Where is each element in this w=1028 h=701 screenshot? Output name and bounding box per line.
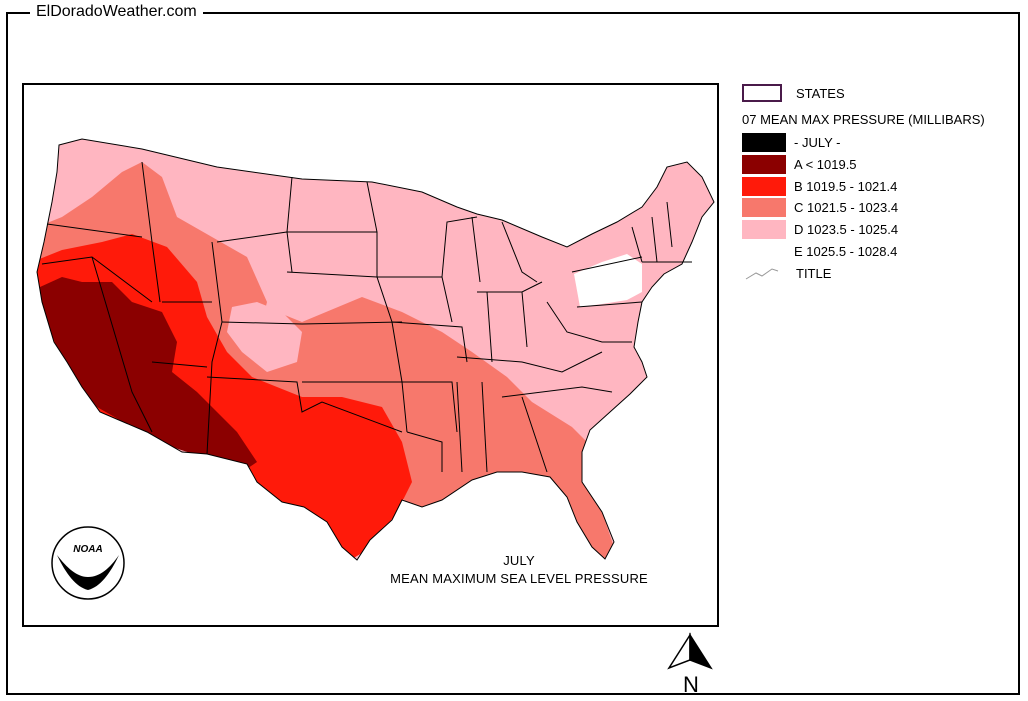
pressure-map: NOAA: [36, 138, 715, 600]
svg-text:NOAA: NOAA: [73, 544, 102, 555]
site-title: ElDoradoWeather.com: [30, 3, 203, 21]
legend-title-row: TITLE: [742, 264, 831, 282]
legend-title-label: TITLE: [796, 265, 832, 281]
legend-class-label: D 1023.5 - 1025.4: [794, 222, 899, 237]
legend-class-row: A < 1019.5: [742, 155, 857, 174]
legend-class-label: - JULY -: [794, 135, 841, 150]
legend-swatch: [742, 133, 786, 152]
legend-states-row: STATES: [742, 84, 845, 102]
legend-class-label: C 1021.5 - 1023.4: [794, 200, 899, 215]
outer-frame: [6, 12, 1020, 695]
legend-swatch: [742, 242, 786, 261]
legend-heading: 07 MEAN MAX PRESSURE (MILLIBARS): [742, 112, 985, 127]
map-panel: NOAA JULY MEAN MAXIMUM SEA LEVEL PRESSUR…: [22, 83, 719, 627]
map-caption-title: MEAN MAXIMUM SEA LEVEL PRESSURE: [390, 571, 648, 586]
title-line-icon: [745, 268, 779, 280]
legend-swatch: [742, 177, 786, 196]
legend-swatch: [742, 220, 786, 239]
zone-a-southwest: [40, 277, 257, 472]
legend-class-label: A < 1019.5: [794, 157, 857, 172]
legend-swatch: [742, 155, 786, 174]
noaa-logo: NOAA: [51, 526, 125, 600]
legend-class-row: - JULY -: [742, 133, 840, 152]
legend-class-row: E 1025.5 - 1028.4: [742, 242, 897, 261]
state-borders: [36, 138, 715, 561]
states-symbol: [742, 84, 782, 102]
legend-class-row: C 1021.5 - 1023.4: [742, 198, 898, 217]
legend-class-label: B 1019.5 - 1021.4: [794, 179, 898, 194]
zone-d-rockies: [227, 302, 302, 372]
legend-class-row: D 1023.5 - 1025.4: [742, 220, 898, 239]
map-caption-month: JULY: [503, 553, 535, 568]
legend-class-row: B 1019.5 - 1021.4: [742, 177, 897, 196]
north-label: N: [683, 672, 699, 697]
north-arrow-icon: [667, 632, 713, 670]
zone-e-pennsylvania: [574, 254, 642, 307]
legend-states-label: STATES: [796, 85, 845, 101]
legend-class-label: E 1025.5 - 1028.4: [794, 244, 898, 259]
legend-swatch: [742, 198, 786, 217]
